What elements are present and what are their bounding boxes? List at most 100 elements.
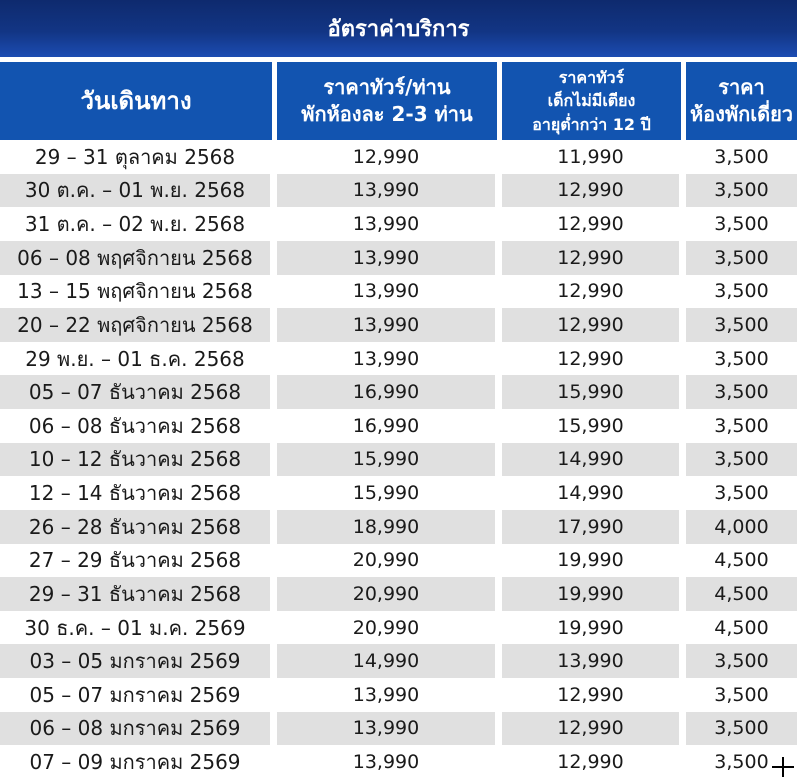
cell-price-child-no-bed: 12,990 xyxy=(502,711,679,746)
cell-price-child-no-bed: 12,990 xyxy=(502,207,679,241)
cell-travel-date: 10 – 12 ธันวาคม 2568 xyxy=(0,442,270,477)
cell-travel-date: 03 – 05 มกราคม 2569 xyxy=(0,644,270,678)
cell-travel-date: 26 – 28 ธันวาคม 2568 xyxy=(0,509,270,544)
cell-price-adult: 12,990 xyxy=(277,140,495,174)
cell-price-adult: 13,990 xyxy=(277,711,495,746)
cell-travel-date: 29 พ.ย. – 01 ธ.ค. 2568 xyxy=(0,341,270,376)
cell-price-child-no-bed: 19,990 xyxy=(502,577,679,611)
cell-price-adult: 20,990 xyxy=(277,610,495,645)
cell-price-adult: 13,990 xyxy=(277,173,495,208)
column-header-line: พักห้องละ 2-3 ท่าน xyxy=(301,102,473,126)
table-row: 31 ต.ค. – 02 พ.ย. 2568 13,990 12,990 3,500 xyxy=(0,207,797,241)
cell-price-single-room: 3,500 xyxy=(686,476,797,510)
cell-price-child-no-bed: 15,990 xyxy=(502,375,679,409)
cell-price-single-room: 4,500 xyxy=(686,543,797,578)
cell-price-single-room: 3,500 xyxy=(686,745,797,779)
column-header-price-child-no-bed: ราคาทัวร์ เด็กไม่มีเตียง อายุต่ำกว่า 12 ปี xyxy=(502,62,681,140)
cell-price-child-no-bed: 12,990 xyxy=(502,341,679,376)
cell-price-single-room: 3,500 xyxy=(686,644,797,678)
table-row: 06 – 08 ธันวาคม 2568 16,990 15,990 3,500 xyxy=(0,409,797,443)
cell-price-child-no-bed: 12,990 xyxy=(502,274,679,309)
table-row: 26 – 28 ธันวาคม 2568 18,990 17,990 4,000 xyxy=(0,509,797,544)
table-row: 29 พ.ย. – 01 ธ.ค. 2568 13,990 12,990 3,500 xyxy=(0,341,797,376)
cell-price-single-room: 3,500 xyxy=(686,274,797,309)
table-header-row: วันเดินทาง ราคาทัวร์/ท่านพักห้องละ 2-3 ท่… xyxy=(0,62,797,140)
cell-price-adult: 13,990 xyxy=(277,274,495,309)
cell-price-adult: 15,990 xyxy=(277,442,495,477)
cell-travel-date: 06 – 08 มกราคม 2569 xyxy=(0,711,270,746)
cell-price-child-no-bed: 12,990 xyxy=(502,308,679,342)
table-row: 20 – 22 พฤศจิกายน 2568 13,990 12,990 3,500 xyxy=(0,308,797,342)
table-row: 06 – 08 พฤศจิกายน 2568 13,990 12,990 3,500 xyxy=(0,240,797,275)
cell-travel-date: 30 ต.ค. – 01 พ.ย. 2568 xyxy=(0,173,270,208)
cell-price-child-no-bed: 15,990 xyxy=(502,409,679,443)
table-row: 29 – 31 ธันวาคม 2568 20,990 19,990 4,500 xyxy=(0,577,797,611)
cell-travel-date: 13 – 15 พฤศจิกายน 2568 xyxy=(0,274,270,309)
column-header-price-single-room: ราคา ห้องพักเดี่ยว xyxy=(686,62,797,140)
table-title-banner: อัตราค่าบริการ xyxy=(0,0,797,57)
cell-price-single-room: 3,500 xyxy=(686,409,797,443)
cell-travel-date: 06 – 08 พฤศจิกายน 2568 xyxy=(0,240,270,275)
cell-price-adult: 15,990 xyxy=(277,476,495,510)
cell-price-adult: 20,990 xyxy=(277,577,495,611)
cell-price-adult: 13,990 xyxy=(277,240,495,275)
cell-price-single-room: 3,500 xyxy=(686,308,797,342)
table-row: 30 ธ.ค. – 01 ม.ค. 2569 20,990 19,990 4,500 xyxy=(0,610,797,645)
table-row: 05 – 07 มกราคม 2569 13,990 12,990 3,500 xyxy=(0,678,797,712)
table-row: 06 – 08 มกราคม 2569 13,990 12,990 3,500 xyxy=(0,711,797,746)
cell-price-single-room: 3,500 xyxy=(686,140,797,174)
column-header-line: ราคาทัวร์/ท่าน xyxy=(323,75,451,99)
cell-price-single-room: 4,500 xyxy=(686,577,797,611)
cell-travel-date: 20 – 22 พฤศจิกายน 2568 xyxy=(0,308,270,342)
cell-price-child-no-bed: 14,990 xyxy=(502,442,679,477)
column-header-line: ราคา xyxy=(718,75,765,99)
cell-travel-date: 07 – 09 มกราคม 2569 xyxy=(0,745,270,779)
cell-travel-date: 29 – 31 ธันวาคม 2568 xyxy=(0,577,270,611)
column-header-travel-date: วันเดินทาง xyxy=(0,62,272,140)
cell-price-single-room: 3,500 xyxy=(686,240,797,275)
cell-price-adult: 18,990 xyxy=(277,509,495,544)
cell-price-adult: 16,990 xyxy=(277,375,495,409)
cell-price-child-no-bed: 12,990 xyxy=(502,173,679,208)
cell-price-adult: 13,990 xyxy=(277,341,495,376)
table-body: 29 – 31 ตุลาคม 2568 12,990 11,990 3,500 30 ต… xyxy=(0,140,797,779)
table-row: 29 – 31 ตุลาคม 2568 12,990 11,990 3,500 xyxy=(0,140,797,174)
cell-price-single-room: 3,500 xyxy=(686,442,797,477)
table-row: 27 – 29 ธันวาคม 2568 20,990 19,990 4,500 xyxy=(0,543,797,578)
table-row: 05 – 07 ธันวาคม 2568 16,990 15,990 3,500 xyxy=(0,375,797,409)
cell-price-child-no-bed: 12,990 xyxy=(502,240,679,275)
cell-travel-date: 30 ธ.ค. – 01 ม.ค. 2569 xyxy=(0,610,270,645)
cell-price-child-no-bed: 14,990 xyxy=(502,476,679,510)
table-row: 10 – 12 ธันวาคม 2568 15,990 14,990 3,500 xyxy=(0,442,797,477)
cell-price-child-no-bed: 19,990 xyxy=(502,610,679,645)
cell-price-child-no-bed: 11,990 xyxy=(502,140,679,174)
cell-price-adult: 13,990 xyxy=(277,678,495,712)
table-row: 03 – 05 มกราคม 2569 14,990 13,990 3,500 xyxy=(0,644,797,678)
cell-price-adult: 13,990 xyxy=(277,207,495,241)
cell-price-single-room: 3,500 xyxy=(686,173,797,208)
column-header-line: วันเดินทาง xyxy=(80,86,192,115)
cell-price-child-no-bed: 19,990 xyxy=(502,543,679,578)
cell-price-child-no-bed: 12,990 xyxy=(502,745,679,779)
cell-travel-date: 06 – 08 ธันวาคม 2568 xyxy=(0,409,270,443)
cell-price-adult: 16,990 xyxy=(277,409,495,443)
cell-travel-date: 27 – 29 ธันวาคม 2568 xyxy=(0,543,270,578)
cell-price-single-room: 3,500 xyxy=(686,341,797,376)
page-title: อัตราค่าบริการ xyxy=(327,17,470,42)
column-header-line: อายุต่ำกว่า 12 ปี xyxy=(532,114,651,134)
table-row: 12 – 14 ธันวาคม 2568 15,990 14,990 3,500 xyxy=(0,476,797,510)
cell-price-single-room: 3,500 xyxy=(686,207,797,241)
cell-price-child-no-bed: 13,990 xyxy=(502,644,679,678)
cell-price-adult: 13,990 xyxy=(277,745,495,779)
cell-price-adult: 13,990 xyxy=(277,308,495,342)
table-row: 13 – 15 พฤศจิกายน 2568 13,990 12,990 3,500 xyxy=(0,274,797,309)
cell-price-single-room: 3,500 xyxy=(686,678,797,712)
cell-travel-date: 05 – 07 ธันวาคม 2568 xyxy=(0,375,270,409)
cell-price-adult: 14,990 xyxy=(277,644,495,678)
cell-price-adult: 20,990 xyxy=(277,543,495,578)
cell-travel-date: 29 – 31 ตุลาคม 2568 xyxy=(0,140,270,174)
column-header-line: เด็กไม่มีเตียง xyxy=(547,91,636,111)
cell-price-child-no-bed: 17,990 xyxy=(502,509,679,544)
table-row: 30 ต.ค. – 01 พ.ย. 2568 13,990 12,990 3,500 xyxy=(0,173,797,208)
